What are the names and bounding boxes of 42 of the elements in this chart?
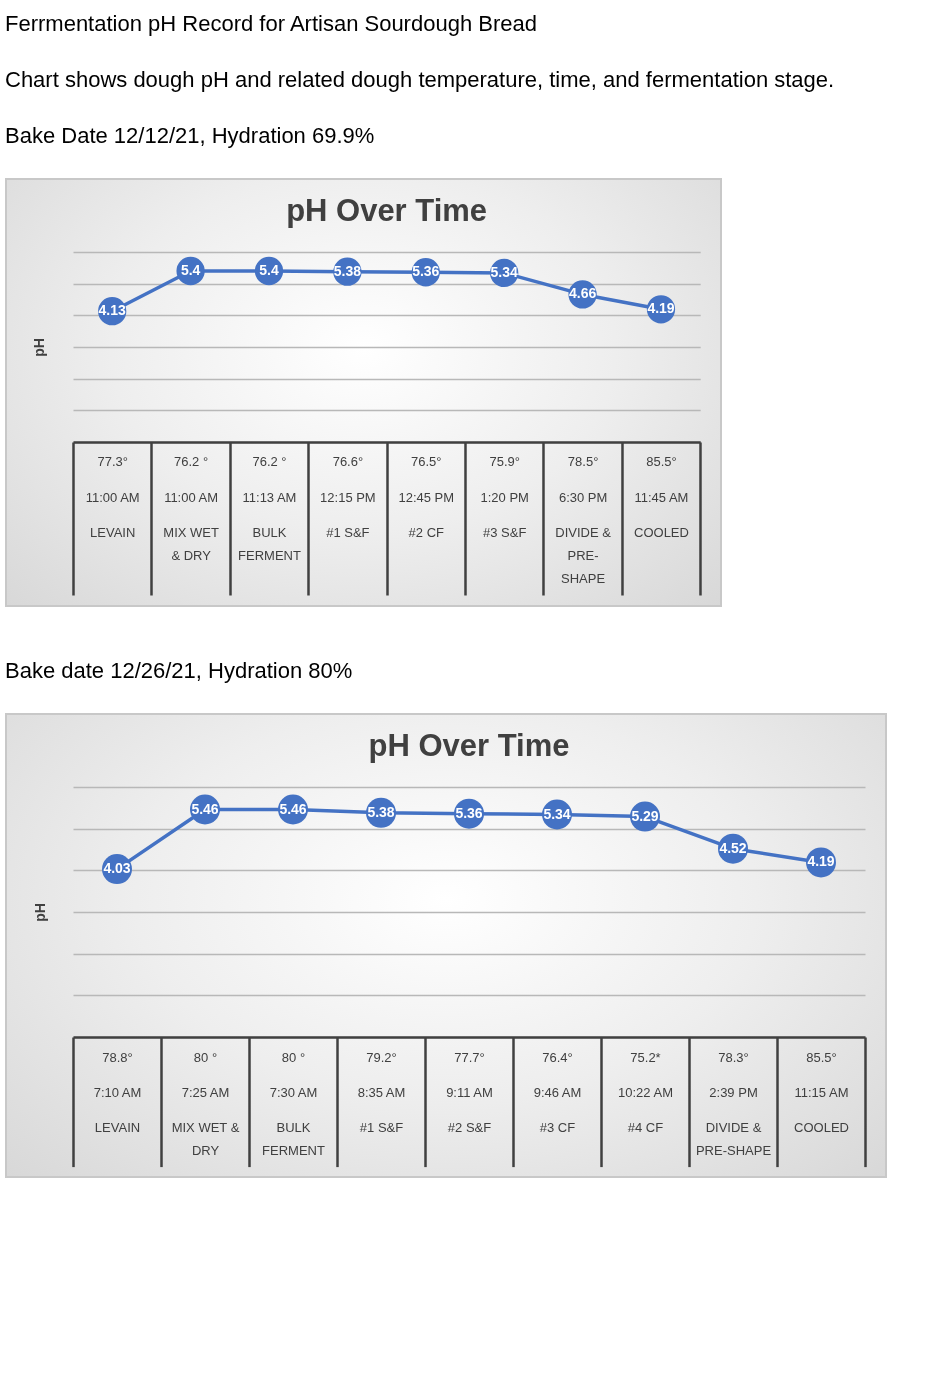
- category-label: 76.5° 12:45 PM #2 CF: [398, 454, 455, 540]
- category-label: 76.4° 9:46 AM #3 CF: [533, 1049, 582, 1135]
- data-label: 5.4: [180, 262, 201, 278]
- chart-title: pH Over Time: [286, 193, 488, 228]
- data-label: 4.52: [719, 839, 747, 856]
- data-label: 5.36: [412, 263, 440, 280]
- chart-title: pH Over Time: [368, 728, 570, 763]
- data-label: 5.29: [631, 807, 659, 824]
- category-label: 76.2 ° 11:13 AM BULK FERMENT: [238, 454, 301, 564]
- y-axis-title: pH: [31, 903, 48, 922]
- data-label: 5.38: [367, 803, 395, 820]
- data-label: 5.34: [543, 805, 571, 822]
- data-label: 4.66: [568, 285, 597, 302]
- data-label: 5.46: [191, 800, 219, 817]
- data-label: 5.36: [455, 804, 483, 821]
- data-label: 5.4: [259, 262, 279, 278]
- category-label: 77.7° 9:11 AM #2 S&F: [446, 1049, 493, 1135]
- text: Ferrmentation pH Record for Artisan Sourdough Bread: [5, 10, 538, 38]
- data-label: 4.03: [103, 860, 131, 877]
- data-label: 5.38: [333, 262, 362, 279]
- category-label: 80 ° 7:25 AM MIX WET & DRY: [171, 1049, 240, 1159]
- category-label: 78.8° 7:10 AM LEVAIN: [93, 1049, 142, 1135]
- category-label: 85.5° 11:45 AM COOLED: [634, 454, 689, 540]
- category-label: 77.3° 11:00 AM LEVAIN: [85, 454, 140, 540]
- category-label: 80 ° 7:30 AM BULK FERMENT: [262, 1049, 325, 1159]
- data-label: 4.19: [647, 300, 675, 317]
- text: Chart shows dough pH and related dough temperature, time, and fermentation stage.: [5, 66, 836, 94]
- category-label: 79.2° 8:35 AM #1 S&F: [357, 1049, 406, 1135]
- category-label: 78.3° 2:39 PM DIVIDE & PRE-SHAPE: [695, 1049, 772, 1159]
- category-label: 78.5° 6:30 PM DIVIDE & PRE-SHAPE: [555, 454, 611, 587]
- category-label: 75.9° 1:20 PM #3 S&F: [480, 454, 529, 540]
- category-label: 75.2* 10:22 AM #4 CF: [618, 1049, 673, 1135]
- y-axis-title: pH: [31, 338, 48, 357]
- data-label: 4.19: [807, 853, 835, 870]
- category-label: 85.5° 11:15 AM COOLED: [794, 1049, 849, 1135]
- category-label: 76.2 ° 11:00 AM MIX WET & DRY: [163, 454, 219, 564]
- category-label: 76.6° 12:15 PM #1 S&F: [320, 454, 376, 540]
- data-label: 5.34: [490, 263, 519, 280]
- text: Bake Date 12/12/21, Hydration 69.9%: [5, 122, 376, 150]
- data-label: 5.46: [279, 800, 307, 817]
- text: Bake date 12/26/21, Hydration 80%: [5, 657, 354, 685]
- data-label: 4.13: [98, 302, 127, 319]
